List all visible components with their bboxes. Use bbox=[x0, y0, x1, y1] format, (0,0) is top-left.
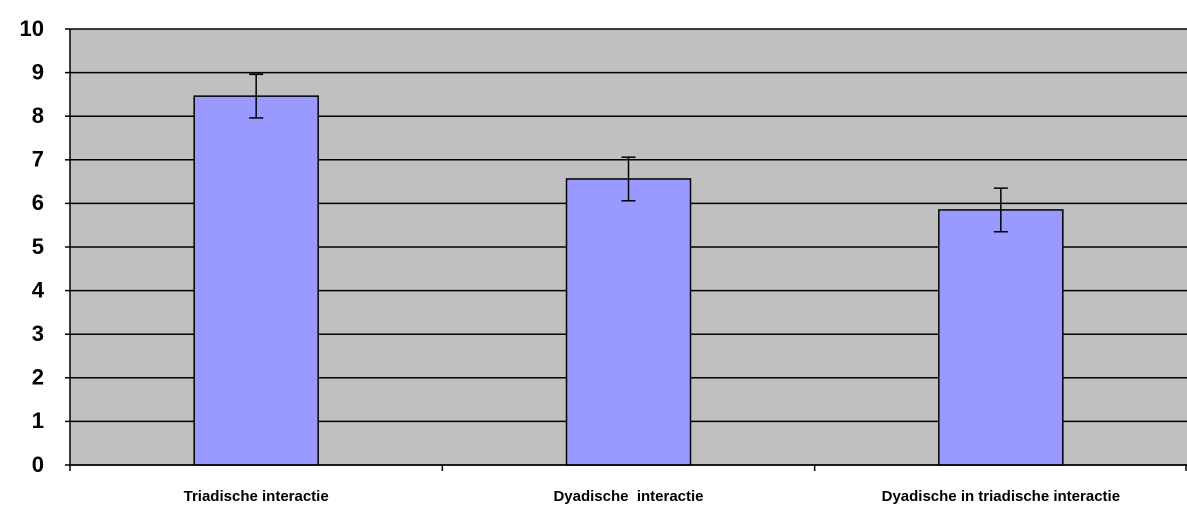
y-tick-label: 6 bbox=[32, 190, 44, 215]
y-tick-label: 10 bbox=[20, 16, 44, 41]
error-bar bbox=[993, 187, 1008, 233]
y-tick-label: 4 bbox=[32, 277, 45, 302]
y-tick-label: 0 bbox=[32, 452, 44, 477]
error-bar bbox=[249, 73, 264, 119]
bar bbox=[938, 209, 1064, 466]
y-tick-label: 8 bbox=[32, 103, 44, 128]
y-tick-label: 2 bbox=[32, 365, 44, 390]
y-tick-label: 5 bbox=[32, 234, 44, 259]
x-tick-label: Dyadische interactie bbox=[553, 488, 703, 505]
y-tick-label: 1 bbox=[32, 408, 44, 433]
y-tick-label: 7 bbox=[32, 147, 44, 172]
y-tick-label: 9 bbox=[32, 59, 44, 84]
x-tick-label: Dyadische in triadische interactie bbox=[882, 488, 1120, 505]
error-bar bbox=[621, 156, 636, 202]
x-tick-label: Triadische interactie bbox=[184, 488, 329, 505]
bar bbox=[565, 178, 692, 466]
bar bbox=[193, 95, 319, 466]
y-tick-label: 3 bbox=[32, 321, 44, 346]
